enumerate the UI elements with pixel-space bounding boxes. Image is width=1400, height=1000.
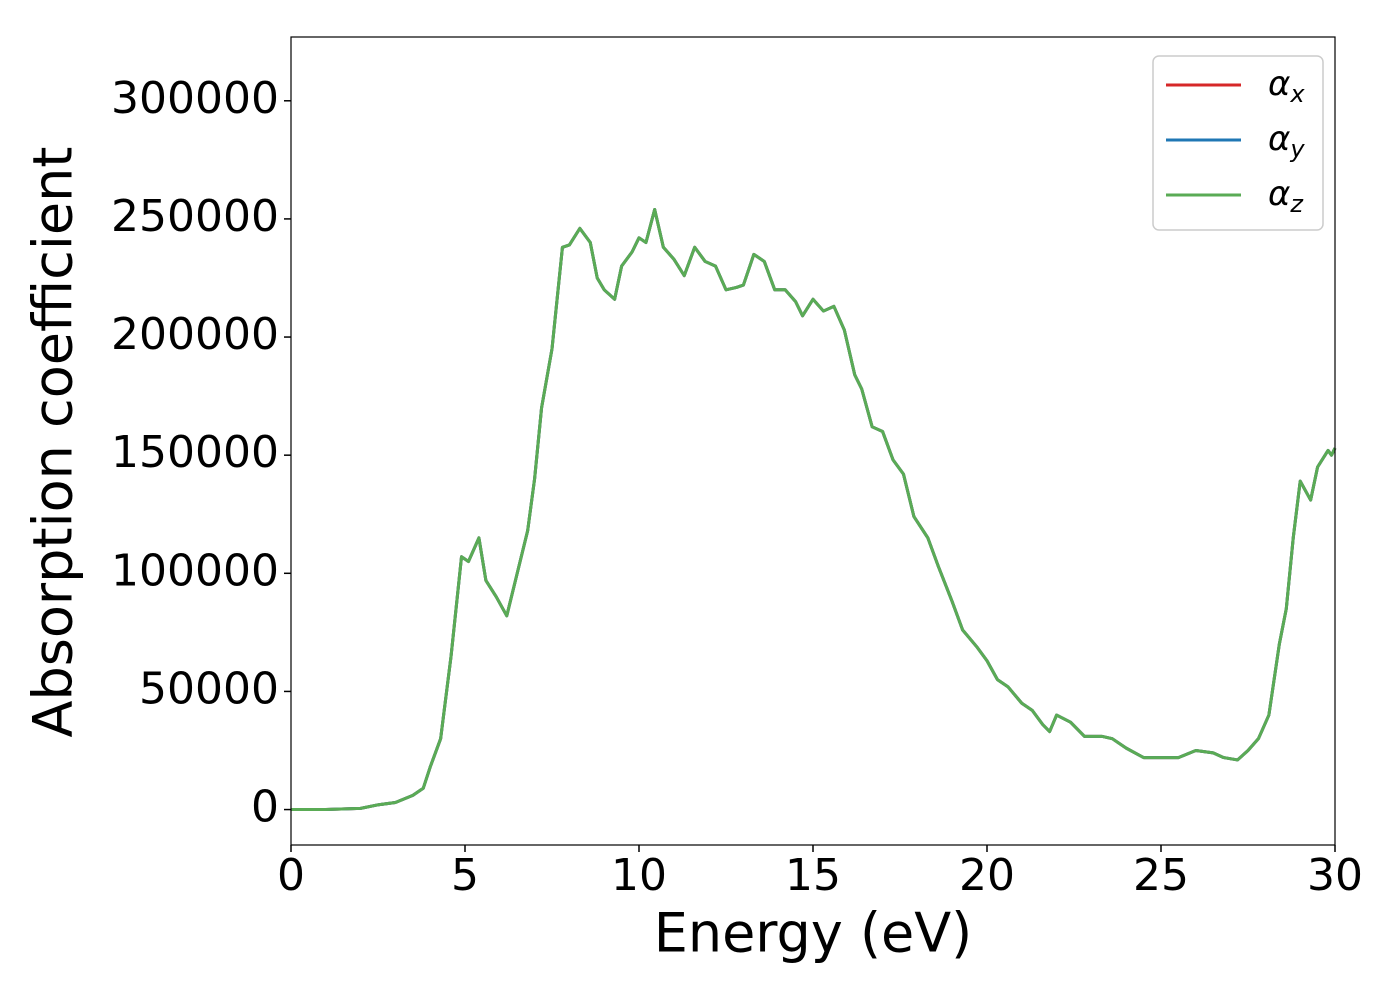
y-tick-label: 250000 [111, 191, 279, 242]
legend-subscript: y [1289, 135, 1305, 163]
x-tick-label: 5 [451, 850, 479, 901]
legend-symbol: α [1268, 174, 1290, 214]
x-tick-label: 15 [785, 850, 841, 901]
legend-subscript: x [1289, 80, 1305, 108]
x-axis-label: Energy (eV) [654, 902, 973, 965]
x-tick-label: 10 [611, 850, 667, 901]
legend-box [1152, 55, 1324, 231]
y-axis-label: Absorption coefficient [22, 147, 85, 738]
x-tick-label: 20 [959, 850, 1015, 901]
x-tick-label: 25 [1133, 850, 1189, 901]
x-tick-label: 0 [277, 850, 305, 901]
legend-label: αz [1268, 174, 1304, 219]
legend-label: αx [1268, 64, 1305, 109]
y-tick-label: 50000 [139, 663, 279, 714]
y-tick-label: 300000 [111, 73, 279, 124]
legend-symbol: α [1268, 64, 1290, 104]
legend-symbol: α [1268, 119, 1290, 159]
legend-label: αy [1268, 119, 1305, 164]
plot-frame [290, 36, 1336, 846]
data-line [291, 207, 1337, 812]
y-tick-label: 200000 [111, 309, 279, 360]
y-tick-label: 100000 [111, 545, 279, 596]
legend-subscript: z [1289, 190, 1304, 218]
x-tick-label: 30 [1307, 850, 1363, 901]
y-tick-label: 0 [251, 782, 279, 833]
y-tick-label: 150000 [111, 427, 279, 478]
